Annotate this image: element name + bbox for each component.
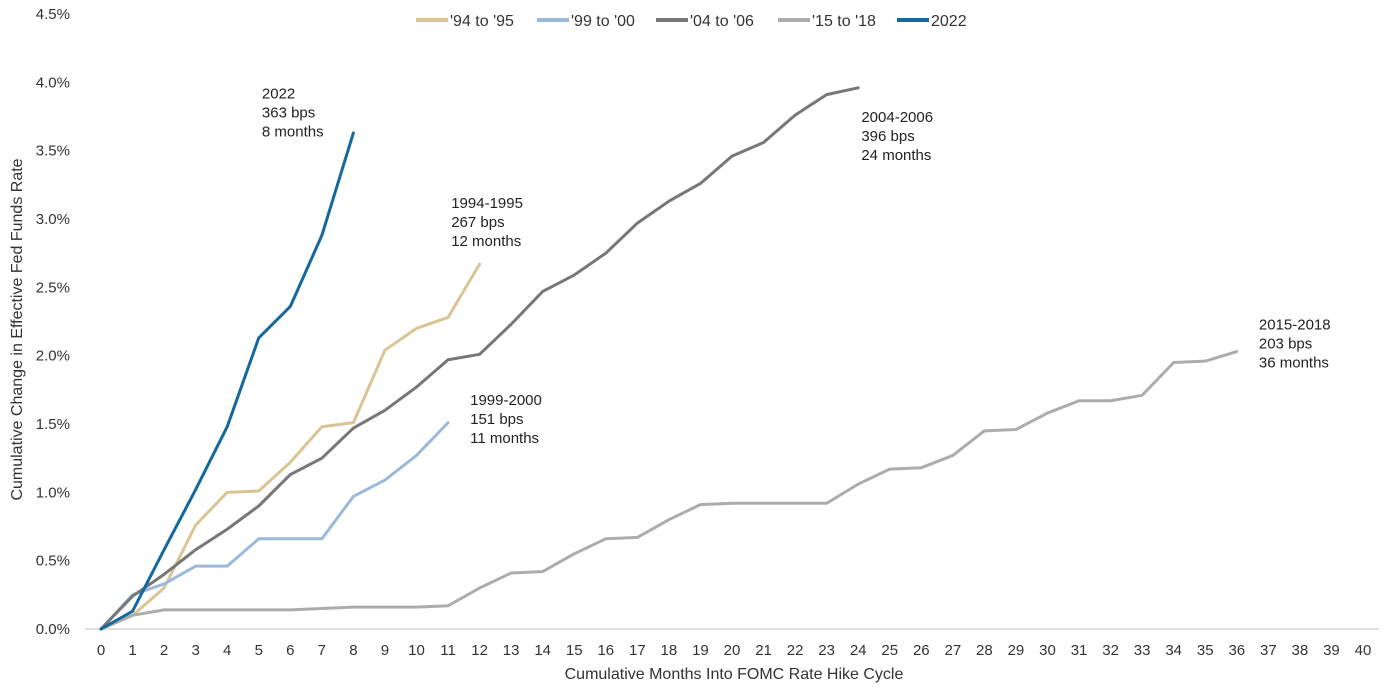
series-lines xyxy=(99,86,1239,631)
y-tick-label: 2.0% xyxy=(36,348,70,365)
legend-label: 2022 xyxy=(931,13,967,30)
x-tick-label: 12 xyxy=(471,642,488,659)
annotation-a9495: 267 bps xyxy=(451,214,504,231)
annotation-a9900: 1999-2000 xyxy=(470,392,542,409)
y-tick-label: 1.0% xyxy=(36,484,70,501)
x-tick-label: 31 xyxy=(1071,642,1088,659)
y-tick-label: 4.5% xyxy=(36,6,70,23)
x-tick-label: 18 xyxy=(661,642,678,659)
annotation-a9900: 151 bps xyxy=(470,411,523,428)
x-axis-ticks: 0 1 2 3 4 5 6 7 8 9 10 11 12 13 14 15 16 17 18 19 20 21 22 23 24… xyxy=(97,642,1372,659)
x-tick-label: 38 xyxy=(1292,642,1309,659)
series-line-3 xyxy=(99,350,1239,631)
x-tick-label: 24 xyxy=(850,642,867,659)
y-axis-title: Cumulative Change in Effective Fed Funds… xyxy=(9,158,26,500)
x-tick-label: 27 xyxy=(945,642,962,659)
annotation-a2022: 8 months xyxy=(262,124,324,141)
x-tick-label: 25 xyxy=(881,642,898,659)
annotation-a2022: 363 bps xyxy=(262,105,315,122)
x-tick-label: 35 xyxy=(1197,642,1214,659)
y-axis-ticks: 0.0% 0.5% 1.0% 1.5% 2.0% 2.5% 3.0% 3.5% 4.0% 4.5% xyxy=(36,6,70,638)
legend: '94 to '95 '99 to '00 '04 to '06 '15 to '18… xyxy=(416,13,967,30)
x-tick-label: 22 xyxy=(787,642,804,659)
legend-label: '99 to '00 xyxy=(571,13,635,30)
x-tick-label: 28 xyxy=(976,642,993,659)
x-tick-label: 40 xyxy=(1355,642,1372,659)
x-tick-label: 30 xyxy=(1039,642,1056,659)
x-tick-label: 3 xyxy=(191,642,199,659)
annotation-a0406: 396 bps xyxy=(861,128,914,145)
x-tick-label: 39 xyxy=(1323,642,1340,659)
x-tick-label: 4 xyxy=(223,642,231,659)
annotation-a9495: 1994-1995 xyxy=(451,195,523,212)
x-tick-label: 36 xyxy=(1228,642,1245,659)
y-tick-label: 4.0% xyxy=(36,74,70,91)
x-tick-label: 33 xyxy=(1134,642,1151,659)
x-tick-label: 0 xyxy=(97,642,105,659)
x-tick-label: 17 xyxy=(629,642,646,659)
y-tick-label: 1.5% xyxy=(36,416,70,433)
x-tick-label: 16 xyxy=(597,642,614,659)
x-tick-label: 34 xyxy=(1165,642,1182,659)
legend-label: '94 to '95 xyxy=(450,13,514,30)
x-axis-title: Cumulative Months Into FOMC Rate Hike Cy… xyxy=(565,666,904,683)
x-tick-label: 7 xyxy=(318,642,326,659)
x-tick-label: 15 xyxy=(566,642,583,659)
x-tick-label: 19 xyxy=(692,642,709,659)
x-tick-label: 21 xyxy=(755,642,772,659)
x-tick-label: 6 xyxy=(286,642,294,659)
annotation-a0406: 24 months xyxy=(861,147,931,164)
annotations: 2022 363 bps 8 months 1994-1995 267 bps 12 mo… xyxy=(262,86,1331,447)
series-line-4 xyxy=(99,131,355,631)
x-tick-label: 9 xyxy=(381,642,389,659)
y-tick-label: 3.0% xyxy=(36,211,70,228)
x-tick-label: 8 xyxy=(349,642,357,659)
annotation-a1518: 203 bps xyxy=(1259,336,1312,353)
legend-label: '15 to '18 xyxy=(812,13,876,30)
x-tick-label: 37 xyxy=(1260,642,1277,659)
x-tick-label: 5 xyxy=(255,642,263,659)
x-tick-label: 1 xyxy=(128,642,136,659)
series-line-0 xyxy=(99,262,482,631)
annotation-a0406: 2004-2006 xyxy=(861,109,933,126)
x-tick-label: 14 xyxy=(534,642,551,659)
y-tick-label: 0.0% xyxy=(36,621,70,638)
annotation-a2022: 2022 xyxy=(262,86,295,103)
legend-label: '04 to '06 xyxy=(690,13,754,30)
x-tick-label: 23 xyxy=(818,642,835,659)
x-tick-label: 13 xyxy=(503,642,520,659)
annotation-a9900: 11 months xyxy=(470,430,539,447)
annotation-a9495: 12 months xyxy=(451,233,521,250)
x-tick-label: 29 xyxy=(1008,642,1025,659)
annotation-a1518: 2015-2018 xyxy=(1259,317,1331,334)
x-tick-label: 11 xyxy=(440,642,456,659)
annotation-a1518: 36 months xyxy=(1259,355,1329,372)
y-tick-label: 2.5% xyxy=(36,279,70,296)
x-tick-label: 2 xyxy=(160,642,168,659)
x-tick-label: 20 xyxy=(724,642,741,659)
series-line-1 xyxy=(99,421,450,631)
x-tick-label: 32 xyxy=(1102,642,1119,659)
y-tick-label: 0.5% xyxy=(36,553,70,570)
y-tick-label: 3.5% xyxy=(36,143,70,160)
x-tick-label: 26 xyxy=(913,642,930,659)
x-tick-label: 10 xyxy=(408,642,425,659)
series-line-2 xyxy=(99,86,860,631)
